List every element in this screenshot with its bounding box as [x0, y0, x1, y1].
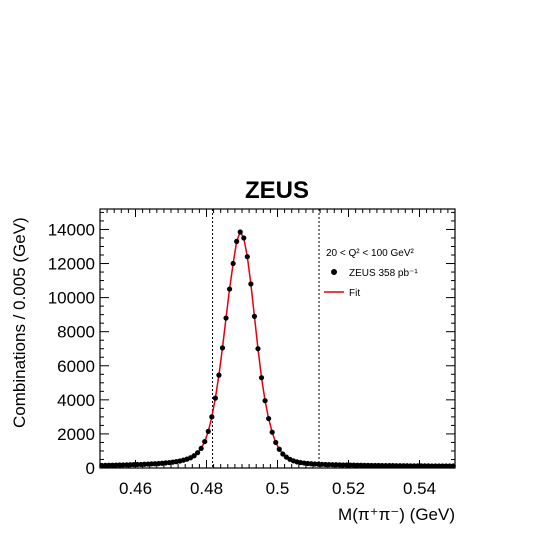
data-point: [234, 238, 240, 244]
y-tick-label: 8000: [57, 323, 95, 342]
legend-marker-data: [331, 269, 337, 275]
data-point: [198, 445, 204, 452]
data-point: [280, 451, 286, 457]
data-point: [191, 453, 197, 459]
y-tick-label: 2000: [57, 425, 95, 444]
x-tick-label: 0.48: [190, 479, 223, 498]
data-point: [450, 463, 456, 469]
data-point: [219, 345, 226, 351]
data-point: [262, 398, 268, 404]
data-point: [205, 428, 211, 434]
data-points: [99, 229, 456, 469]
data-point: [195, 450, 201, 456]
x-tick-label: 0.5: [266, 479, 290, 498]
data-point: [216, 372, 222, 378]
data-point: [241, 235, 247, 241]
legend-annotation: 20 < Q² < 100 GeV²: [326, 248, 414, 259]
x-tick-label: 0.54: [403, 479, 436, 498]
y-tick-label: 14000: [48, 220, 95, 239]
data-point: [244, 254, 250, 260]
y-axis-label: Combinations / 0.005 (GeV): [10, 217, 29, 428]
data-point: [255, 346, 261, 352]
data-point: [202, 438, 208, 445]
y-tick-label: 4000: [57, 391, 95, 410]
y-tick-label: 10000: [48, 289, 95, 308]
data-point: [276, 446, 282, 452]
data-point: [230, 260, 236, 267]
data-point: [223, 315, 229, 321]
data-point: [237, 229, 243, 235]
legend-label-data: ZEUS 358 pb⁻¹: [349, 268, 418, 279]
y-tick-label: 12000: [48, 255, 95, 274]
data-point: [212, 395, 218, 401]
data-point: [258, 375, 265, 381]
data-point: [226, 286, 233, 292]
x-tick-label: 0.46: [119, 479, 152, 498]
data-point: [273, 439, 279, 446]
y-axis: 0 2000 4000 6000 8000 10000 12000 14000: [48, 211, 455, 478]
data-point: [209, 414, 215, 420]
data-point: [266, 415, 272, 422]
vertical-lines: [212, 209, 320, 468]
y-tick-label: 0: [86, 459, 95, 478]
data-point: [269, 429, 275, 435]
legend-label-fit: Fit: [349, 288, 360, 299]
chart-title: ZEUS: [245, 177, 309, 204]
x-axis-label: M(π⁺π⁻) (GeV): [338, 505, 455, 524]
data-point: [251, 313, 258, 319]
x-tick-label: 0.52: [332, 479, 365, 498]
data-point: [248, 281, 254, 287]
y-tick-label: 6000: [57, 357, 95, 376]
